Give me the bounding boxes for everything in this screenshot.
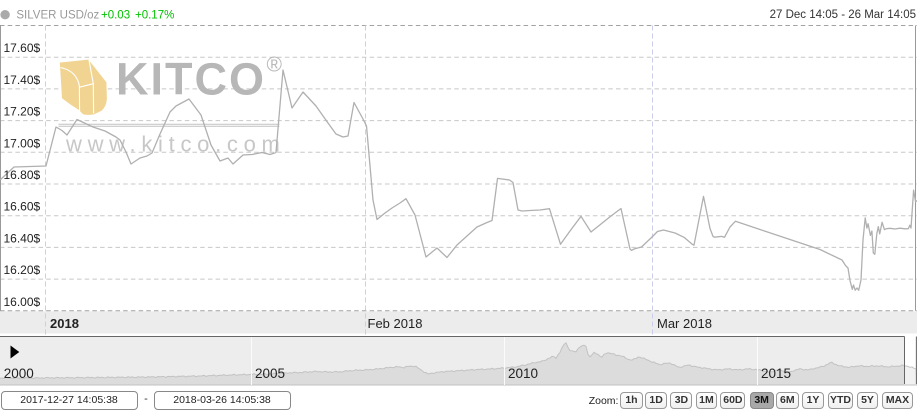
svg-text:®: ® <box>267 54 283 77</box>
svg-text:17.40$: 17.40$ <box>4 73 41 87</box>
svg-text:16.80$: 16.80$ <box>4 168 41 182</box>
svg-text:16.00$: 16.00$ <box>4 295 41 309</box>
svg-text:2000: 2000 <box>4 366 34 381</box>
svg-text:Feb 2018: Feb 2018 <box>368 316 423 331</box>
svg-text:+0.03: +0.03 <box>101 10 130 22</box>
svg-text:Mar 2018: Mar 2018 <box>657 316 712 331</box>
svg-text:27 Dec 14:05 - 26 Mar 14:05: 27 Dec 14:05 - 26 Mar 14:05 <box>770 9 916 21</box>
svg-text:SILVER USD/oz: SILVER USD/oz <box>16 10 99 22</box>
svg-text:16.20$: 16.20$ <box>4 263 41 277</box>
svg-text:KITCO: KITCO <box>116 54 266 105</box>
svg-text:www.kitco.com: www.kitco.com <box>65 131 286 156</box>
svg-text:17.20$: 17.20$ <box>4 105 41 119</box>
svg-text:2015: 2015 <box>761 366 791 381</box>
svg-text:2005: 2005 <box>255 366 285 381</box>
svg-text:2010: 2010 <box>508 366 538 381</box>
svg-text:16.60$: 16.60$ <box>4 200 41 214</box>
svg-text:2018: 2018 <box>50 316 79 331</box>
svg-text:16.40$: 16.40$ <box>4 231 41 245</box>
svg-text:17.60$: 17.60$ <box>4 41 41 55</box>
svg-text:+0.17%: +0.17% <box>135 10 174 22</box>
svg-text:17.00$: 17.00$ <box>4 136 41 150</box>
